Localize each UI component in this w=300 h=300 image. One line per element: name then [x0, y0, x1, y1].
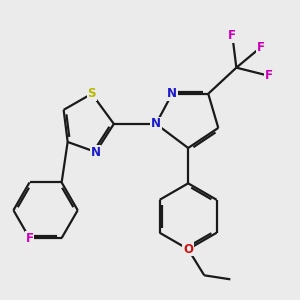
Text: N: N	[167, 87, 177, 100]
Text: N: N	[91, 146, 101, 158]
Text: F: F	[26, 232, 34, 244]
Text: F: F	[228, 29, 236, 42]
Text: F: F	[265, 69, 272, 82]
Text: O: O	[183, 243, 193, 256]
Text: S: S	[88, 87, 96, 100]
Text: F: F	[256, 41, 265, 54]
Text: N: N	[151, 117, 161, 130]
